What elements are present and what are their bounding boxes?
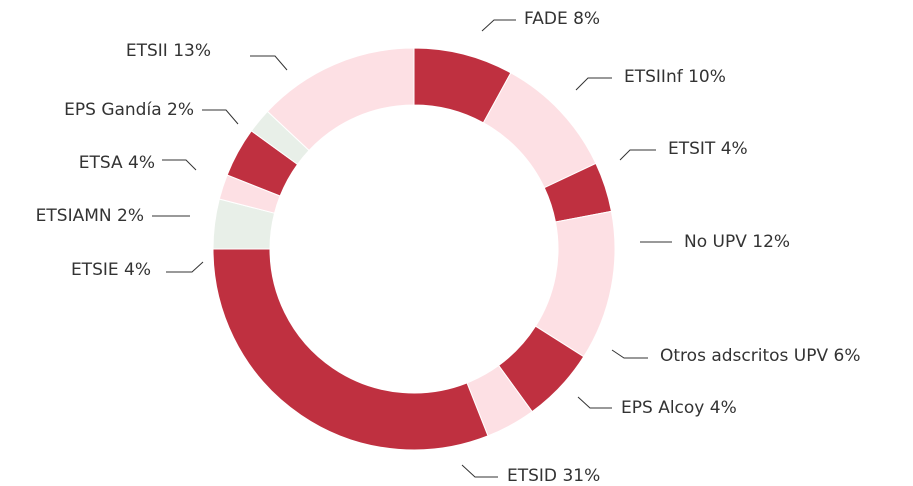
leader-line xyxy=(250,55,288,71)
value-label: 4% xyxy=(721,139,748,159)
segment-label: ETSIT 4% xyxy=(668,139,748,159)
category-name: No UPV xyxy=(684,232,747,252)
category-name: FADE xyxy=(524,9,568,29)
leader-line xyxy=(481,19,516,32)
segment-label: ETSA 4% xyxy=(79,153,155,173)
segment-label: ETSIInf 10% xyxy=(624,67,726,87)
category-name: ETSIT xyxy=(668,139,716,159)
segment-label: No UPV 12% xyxy=(684,232,790,252)
category-name: EPS Gandía xyxy=(64,100,161,120)
leader-line xyxy=(202,109,239,125)
leader-line xyxy=(611,349,648,359)
segment-label: ETSII 13% xyxy=(126,41,211,61)
value-label: 10% xyxy=(688,67,726,87)
value-label: 2% xyxy=(167,100,194,120)
leader-line xyxy=(577,396,612,409)
value-label: 4% xyxy=(128,153,155,173)
segment-label: ETSIAMN 2% xyxy=(36,206,144,226)
segment-label: FADE 8% xyxy=(524,9,600,29)
category-name: ETSA xyxy=(79,153,123,173)
segment-label: ETSID 31% xyxy=(507,466,600,486)
segment-label: Otros adscritos UPV 6% xyxy=(660,346,861,366)
leader-line xyxy=(461,464,498,478)
value-label: 4% xyxy=(124,260,151,280)
donut-segment xyxy=(212,248,489,451)
segment-label: EPS Alcoy 4% xyxy=(621,398,737,418)
category-name: ETSIE xyxy=(71,260,119,280)
category-name: EPS Alcoy xyxy=(621,398,704,418)
category-name: ETSII xyxy=(126,41,168,61)
category-name: Otros adscritos UPV xyxy=(660,346,828,366)
leader-line xyxy=(162,159,197,171)
value-label: 2% xyxy=(117,206,144,226)
value-label: 8% xyxy=(573,9,600,29)
leader-line xyxy=(575,77,612,91)
value-label: 12% xyxy=(752,232,790,252)
value-label: 4% xyxy=(710,398,737,418)
donut-segment xyxy=(266,47,415,152)
segment-label: EPS Gandía 2% xyxy=(64,100,194,120)
leader-line xyxy=(166,261,204,273)
segment-label: ETSIE 4% xyxy=(71,260,151,280)
value-label: 13% xyxy=(173,41,211,61)
value-label: 31% xyxy=(562,466,600,486)
category-name: ETSIInf xyxy=(624,67,684,87)
value-label: 6% xyxy=(834,346,861,366)
category-name: ETSID xyxy=(507,466,557,486)
leader-line xyxy=(619,149,656,161)
category-name: ETSIAMN xyxy=(36,206,112,226)
